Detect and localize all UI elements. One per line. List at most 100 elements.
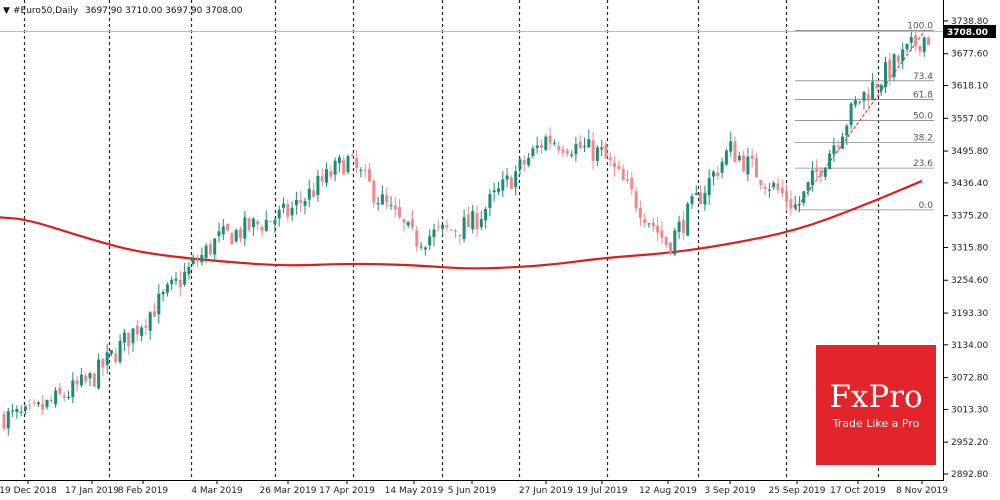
candle-207	[892, 52, 896, 81]
candle-42	[183, 262, 187, 287]
candle-24	[105, 343, 109, 374]
candle-140	[604, 141, 608, 158]
candle-165	[712, 170, 715, 186]
time-tick-label: 19 Dec 2018	[0, 486, 57, 496]
candle-155	[669, 241, 672, 256]
candle-4	[19, 405, 23, 417]
candle-120	[518, 157, 522, 175]
candle-172	[742, 150, 746, 173]
candle-60	[260, 224, 264, 238]
candle-122	[527, 153, 531, 168]
candle-33	[144, 318, 148, 335]
candle-166	[716, 165, 720, 181]
candle-178	[767, 182, 771, 198]
candle-197	[849, 101, 853, 130]
candle-156	[673, 228, 677, 256]
candle-56	[243, 210, 247, 247]
candle-149	[643, 213, 647, 228]
time-tick-label: 14 May 2019	[385, 486, 444, 496]
candle-18	[79, 367, 83, 388]
candle-196	[845, 123, 849, 145]
candle-30	[131, 328, 135, 352]
candle-75	[325, 162, 328, 187]
candle-175	[755, 153, 758, 178]
candle-110	[475, 205, 479, 237]
candle-3	[15, 405, 19, 419]
candle-45	[196, 254, 199, 268]
candle-78	[337, 154, 341, 173]
candle-163	[703, 185, 707, 211]
candle-183	[789, 190, 793, 216]
candle-153	[660, 220, 664, 244]
candle-154	[664, 236, 668, 248]
candle-157	[677, 215, 681, 240]
candle-179	[772, 181, 776, 190]
candle-12	[54, 387, 58, 408]
candle-51	[221, 219, 225, 241]
candle-202	[871, 72, 875, 101]
vertical-grid	[23, 0, 880, 480]
candle-27	[118, 334, 122, 365]
candle-212	[914, 31, 918, 52]
candle-106	[458, 234, 462, 245]
candle-91	[393, 197, 397, 218]
price-tick-label: 3618.10	[951, 82, 988, 92]
candle-115	[497, 181, 500, 195]
candle-6	[28, 398, 32, 411]
candle-80	[346, 154, 350, 175]
price-tick-label: 3013.30	[951, 405, 988, 415]
logo-title: FxPro	[829, 379, 923, 415]
candle-133	[574, 136, 578, 162]
candle-160	[690, 193, 694, 209]
candle-105	[454, 228, 457, 239]
candle-0	[2, 411, 6, 431]
candle-21	[92, 372, 96, 388]
price-tick-label: 3738.80	[951, 17, 988, 27]
candle-67	[290, 201, 294, 222]
candle-86	[372, 178, 376, 209]
candle-168	[724, 148, 728, 167]
candle-99	[428, 229, 432, 251]
symbol-timeframe: #Euro50,Daily	[13, 6, 79, 16]
candle-64	[277, 205, 281, 227]
candle-137	[591, 132, 595, 170]
candle-167	[720, 157, 724, 179]
candle-186	[802, 191, 806, 206]
candle-36	[157, 284, 161, 324]
candle-161	[694, 185, 698, 196]
price-tick-label: 3072.80	[951, 374, 988, 384]
price-tick-label: 3193.30	[951, 309, 988, 319]
candle-84	[363, 164, 367, 178]
candle-116	[501, 171, 505, 198]
candle-180	[776, 177, 780, 194]
candle-164	[707, 169, 711, 205]
candle-152	[656, 217, 660, 242]
candle-142	[613, 156, 617, 177]
candle-70	[303, 197, 307, 215]
candle-204	[879, 83, 883, 97]
time-tick-label: 5 Jun 2019	[448, 486, 497, 496]
price-tick-label: 3375.20	[951, 212, 988, 222]
candle-85	[368, 163, 371, 183]
candle-109	[471, 204, 475, 234]
candle-193	[832, 137, 836, 163]
candle-69	[299, 190, 303, 213]
candle-113	[488, 189, 492, 217]
candle-138	[595, 145, 599, 167]
candle-29	[127, 332, 131, 355]
candle-143	[617, 160, 621, 172]
candle-123	[531, 145, 535, 159]
candle-215	[927, 36, 930, 46]
candle-23	[101, 357, 105, 377]
candle-205	[884, 57, 887, 94]
candle-44	[191, 254, 195, 266]
time-tick-label: 17 Jan 2019	[65, 486, 119, 496]
candle-191	[823, 167, 827, 180]
candle-148	[638, 200, 642, 227]
candle-25	[110, 350, 113, 357]
candle-66	[286, 199, 290, 222]
candle-141	[608, 151, 612, 167]
candle-173	[746, 147, 750, 182]
